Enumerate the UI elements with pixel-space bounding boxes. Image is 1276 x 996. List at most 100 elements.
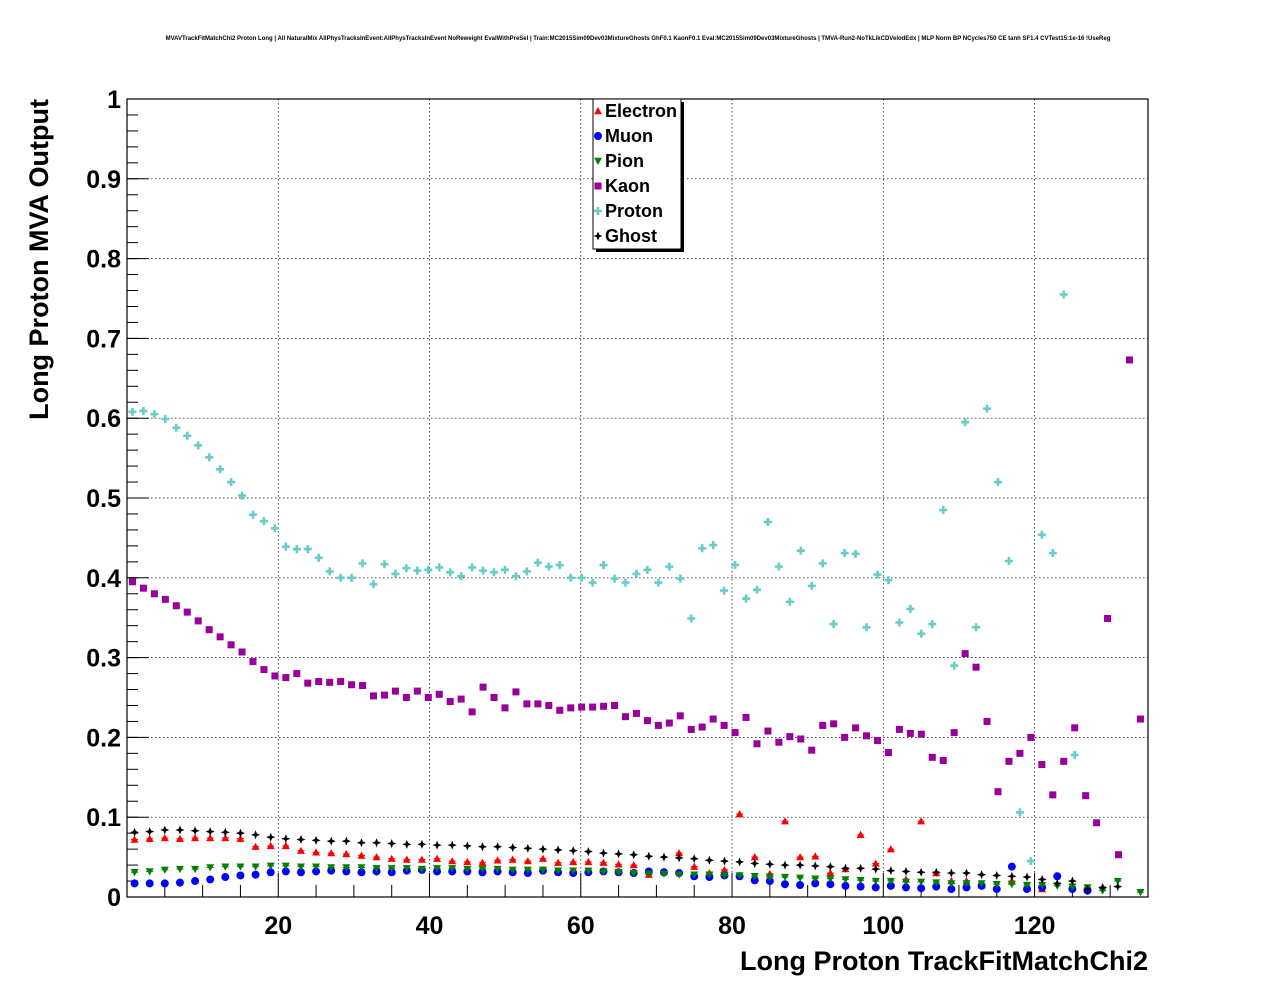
data-point-proton [347, 573, 356, 582]
data-point-proton [128, 407, 137, 416]
data-point-ghost [719, 856, 729, 866]
data-point-electron [251, 842, 260, 850]
data-point-kaon [775, 738, 783, 746]
data-point-kaon [457, 695, 465, 703]
data-point-kaon [643, 717, 651, 725]
data-point-electron [811, 852, 820, 860]
data-point-kaon [665, 719, 673, 727]
data-point-electron [130, 835, 139, 843]
data-point-ghost [417, 839, 427, 849]
data-point-muon [886, 881, 895, 890]
data-point-ghost [130, 827, 140, 837]
data-point-ghost [205, 827, 215, 837]
data-point-pion [947, 880, 956, 888]
data-point-proton [698, 544, 707, 553]
data-point-pion [145, 868, 154, 876]
data-point-pion [508, 866, 517, 874]
y-tick-label: 0.2 [86, 724, 121, 752]
legend-box [592, 98, 682, 250]
data-point-kaon [402, 694, 410, 701]
data-point-proton [205, 453, 214, 462]
data-point-ghost [810, 861, 820, 871]
data-point-kaon [315, 678, 323, 686]
data-point-ghost [659, 852, 669, 862]
data-point-ghost [825, 862, 835, 872]
data-point-kaon [479, 683, 487, 691]
data-point-muon [206, 875, 215, 884]
y-tick-label: 0.5 [86, 485, 121, 513]
chart-title: MVAVTrackFitMatchChi2 Proton Long | All … [165, 36, 1111, 42]
data-point-kaon [764, 727, 772, 735]
data-point-kaon [972, 663, 980, 671]
data-point-pion [992, 881, 1001, 889]
legend-marker-muon [594, 132, 602, 140]
data-point-ghost [372, 838, 382, 848]
data-point-kaon [424, 694, 432, 701]
data-point-ghost [1067, 876, 1077, 886]
y-tick-label: 0.7 [86, 325, 121, 353]
data-point-kaon [172, 602, 180, 610]
legend-label-ghost: Ghost [605, 226, 657, 246]
grid-lines [127, 99, 1148, 897]
data-point-electron [175, 834, 184, 842]
data-point-proton [818, 559, 827, 568]
data-point-pion [977, 880, 986, 888]
data-point-pion [841, 876, 850, 884]
data-point-pion [856, 877, 865, 885]
data-point-proton [873, 570, 882, 579]
data-point-proton [139, 407, 148, 416]
data-point-electron [160, 833, 169, 842]
data-point-proton [1004, 557, 1013, 566]
data-point-proton [468, 563, 477, 572]
data-point-electron [478, 858, 487, 866]
data-point-kaon [797, 735, 805, 743]
data-point-proton [829, 620, 838, 629]
data-point-kaon [183, 608, 191, 616]
data-point-ghost [493, 842, 503, 852]
data-point-electron [312, 848, 321, 856]
data-point-proton [270, 524, 279, 533]
data-point-muon [312, 867, 321, 876]
data-point-proton [336, 573, 345, 582]
data-point-ghost [674, 853, 684, 863]
data-point-pion [296, 863, 305, 871]
data-point-electron [342, 849, 351, 858]
data-point-proton [621, 578, 630, 587]
x-tick-label: 120 [1014, 912, 1056, 940]
data-point-muon [281, 867, 290, 876]
data-point-muon [811, 879, 820, 888]
data-point-pion [387, 865, 396, 873]
data-point-electron [538, 854, 547, 862]
data-point-kaon [337, 678, 345, 686]
y-tick-label: 1 [107, 86, 121, 114]
data-point-kaon [260, 666, 268, 674]
data-point-ghost [1022, 872, 1032, 882]
data-point-ghost [780, 860, 790, 870]
data-point-proton [577, 573, 586, 582]
data-point-pion [584, 867, 593, 875]
data-point-kaon [1071, 724, 1079, 732]
data-point-ghost [387, 839, 397, 849]
data-point-kaon [852, 724, 860, 732]
data-point-ghost [311, 835, 321, 845]
data-point-pion [1022, 881, 1031, 890]
data-point-ghost [296, 835, 306, 845]
data-point-proton [1048, 549, 1057, 558]
data-point-electron [856, 830, 865, 838]
data-point-kaon [227, 641, 235, 649]
y-tick-label: 0 [107, 884, 121, 912]
data-point-electron [296, 846, 305, 854]
data-point-muon [266, 868, 275, 877]
data-point-kaon [611, 701, 619, 709]
data-point-ghost [614, 849, 624, 859]
data-point-proton [862, 623, 871, 632]
data-point-kaon [370, 692, 378, 700]
data-point-proton [216, 465, 225, 474]
series-kaon [128, 356, 1144, 859]
data-point-kaon [786, 733, 794, 741]
data-point-electron [886, 845, 895, 853]
data-point-kaon [391, 687, 399, 695]
data-point-electron [493, 856, 502, 864]
data-point-proton [654, 578, 663, 587]
data-point-electron [690, 862, 699, 870]
